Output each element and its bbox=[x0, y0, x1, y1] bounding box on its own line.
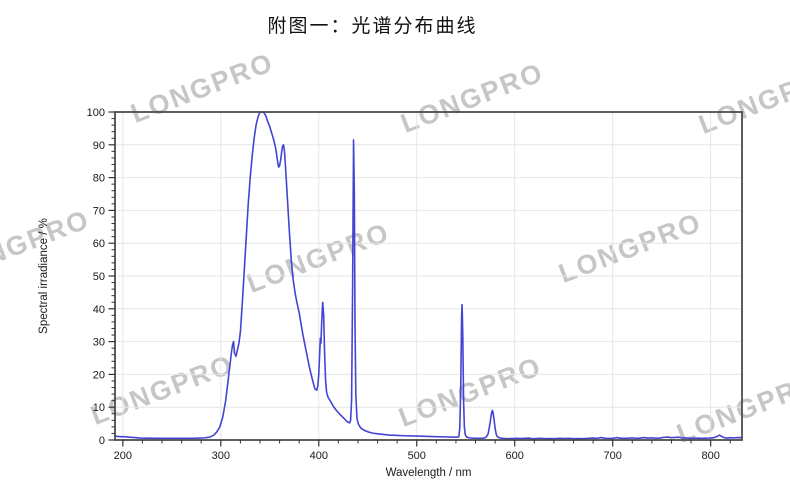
y-tick-label: 50 bbox=[93, 271, 105, 283]
y-tick-label: 40 bbox=[93, 304, 105, 316]
y-tick-label: 70 bbox=[93, 205, 105, 217]
x-tick-label: 500 bbox=[408, 450, 426, 462]
y-tick-label: 10 bbox=[93, 402, 105, 414]
y-tick-label: 0 bbox=[99, 435, 105, 447]
y-tick-label: 30 bbox=[93, 337, 105, 349]
x-tick-label: 700 bbox=[604, 450, 622, 462]
figure-title: 附图一：光谱分布曲线 bbox=[267, 16, 478, 37]
x-tick-label: 600 bbox=[506, 450, 524, 462]
spectrum-curve bbox=[114, 111, 742, 440]
x-tick-label: 800 bbox=[701, 450, 719, 462]
y-axis-label: Spectral irradiance / % bbox=[38, 218, 50, 334]
y-tick-label: 80 bbox=[93, 173, 105, 185]
x-axis-label: Wavelength / nm bbox=[386, 467, 472, 479]
x-tick-label: 400 bbox=[310, 450, 328, 462]
y-tick-label: 20 bbox=[93, 369, 105, 381]
y-tick-label: 60 bbox=[93, 238, 105, 250]
y-tick-label: 100 bbox=[87, 107, 105, 119]
x-tick-label: 300 bbox=[212, 450, 230, 462]
y-tick-label: 90 bbox=[93, 140, 105, 152]
x-tick-label: 200 bbox=[114, 450, 132, 462]
